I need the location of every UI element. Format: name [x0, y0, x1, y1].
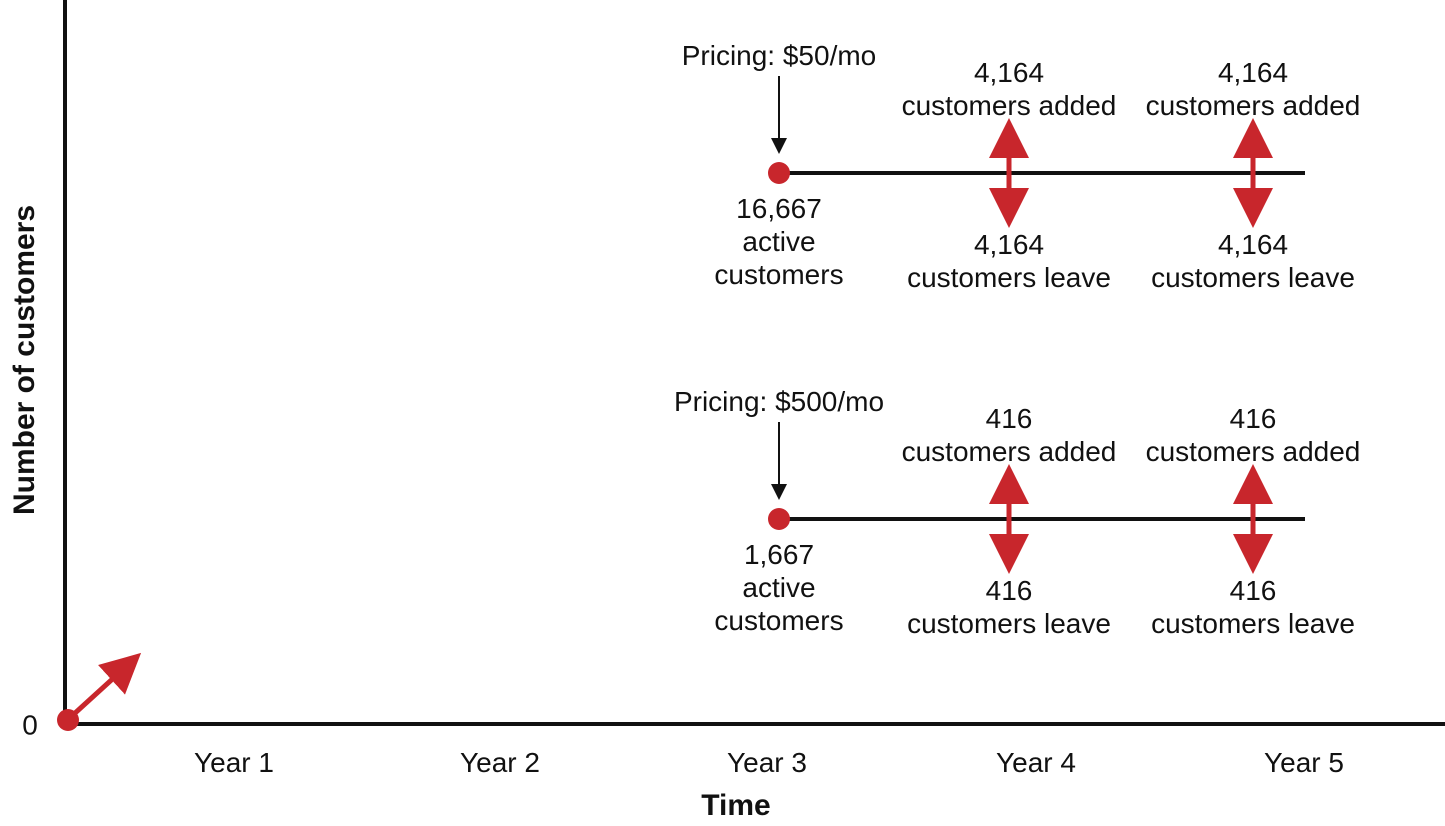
x-tick-year-1: Year 1: [194, 747, 274, 778]
leave-caption-y5-500: customers leave: [1151, 608, 1355, 639]
leave-count-y4-500: 416: [986, 575, 1033, 606]
added-caption-y4-500: customers added: [902, 436, 1117, 467]
start-caption-b-50: customers: [714, 259, 843, 290]
y-zero-label: 0: [22, 709, 38, 740]
leave-caption-y4-500: customers leave: [907, 608, 1111, 639]
origin-point: [57, 709, 79, 731]
leave-count-y4-50: 4,164: [974, 229, 1044, 260]
scenario-50: Pricing: $50/mo 16,667 active customers …: [682, 40, 1361, 293]
x-axis-title: Time: [701, 789, 770, 822]
leave-caption-y5-50: customers leave: [1151, 262, 1355, 293]
start-point-500: [768, 508, 790, 530]
origin-growth-arrow: [72, 652, 142, 716]
added-count-y4-500: 416: [986, 403, 1033, 434]
leave-count-y5-500: 416: [1230, 575, 1277, 606]
x-tick-year-5: Year 5: [1264, 747, 1344, 778]
start-value-50: 16,667: [736, 193, 822, 224]
added-count-y5-50: 4,164: [1218, 57, 1288, 88]
scenario-500: Pricing: $500/mo 1,667 active customers …: [674, 386, 1360, 639]
x-tick-year-4: Year 4: [996, 747, 1076, 778]
x-tick-year-2: Year 2: [460, 747, 540, 778]
added-caption-y4-50: customers added: [902, 90, 1117, 121]
added-count-y4-50: 4,164: [974, 57, 1044, 88]
y-axis-title: Number of customers: [8, 205, 41, 515]
leave-caption-y4-50: customers leave: [907, 262, 1111, 293]
x-tick-year-3: Year 3: [727, 747, 807, 778]
pricing-label-500: Pricing: $500/mo: [674, 386, 884, 417]
start-point-50: [768, 162, 790, 184]
start-caption-a-50: active: [742, 226, 815, 257]
start-caption-a-500: active: [742, 572, 815, 603]
added-caption-y5-50: customers added: [1146, 90, 1361, 121]
pricing-label-50: Pricing: $50/mo: [682, 40, 877, 71]
leave-count-y5-50: 4,164: [1218, 229, 1288, 260]
added-count-y5-500: 416: [1230, 403, 1277, 434]
added-caption-y5-500: customers added: [1146, 436, 1361, 467]
start-caption-b-500: customers: [714, 605, 843, 636]
start-value-500: 1,667: [744, 539, 814, 570]
